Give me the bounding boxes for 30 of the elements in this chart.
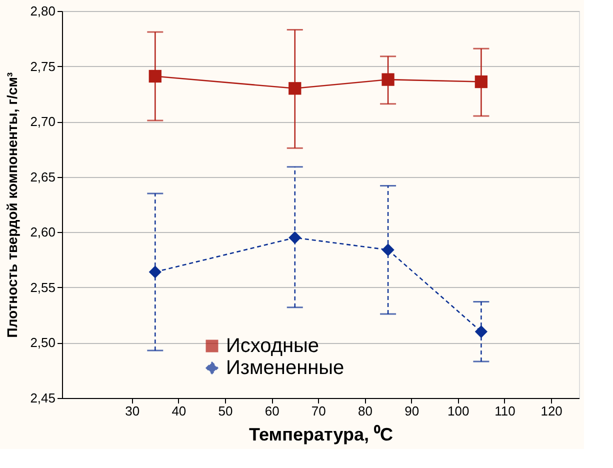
point [474,325,488,338]
x-tick-label: 30 [125,404,140,418]
point [148,266,162,278]
point [288,82,302,95]
legend-label: Исходные [226,335,320,357]
x-tick-label: 100 [448,404,470,418]
x-tick-label: 80 [358,404,372,418]
y-tick-label: 2,55 [30,280,56,295]
y-tick-label: 2,75 [30,58,56,74]
y-tick-label: 2,65 [30,169,56,184]
point [382,73,394,86]
x-tick-label: 120 [540,404,562,418]
legend-label: Измененные [226,357,344,379]
y-tick-label: 2,60 [30,224,56,240]
y-tick-label: 2,80 [30,4,56,18]
x-tick-label: 50 [218,404,233,418]
y-axis-title: Плотность твердой компоненты, г/см³ [4,72,20,338]
x-tick-label: 60 [264,404,280,418]
point [148,70,162,83]
point [382,244,394,256]
x-tick-label: 70 [311,404,326,418]
y-tick-label: 2,50 [30,335,56,350]
x-tick-label: 40 [172,404,186,418]
point [474,75,488,88]
x-tick-label: 110 [494,404,516,418]
point [288,231,302,244]
x-tick-label: 90 [404,404,420,418]
x-axis-title: Температура, ⁰C [248,424,394,444]
y-tick-label: 2,45 [30,390,56,406]
y-tick-label: 2,70 [30,114,56,130]
